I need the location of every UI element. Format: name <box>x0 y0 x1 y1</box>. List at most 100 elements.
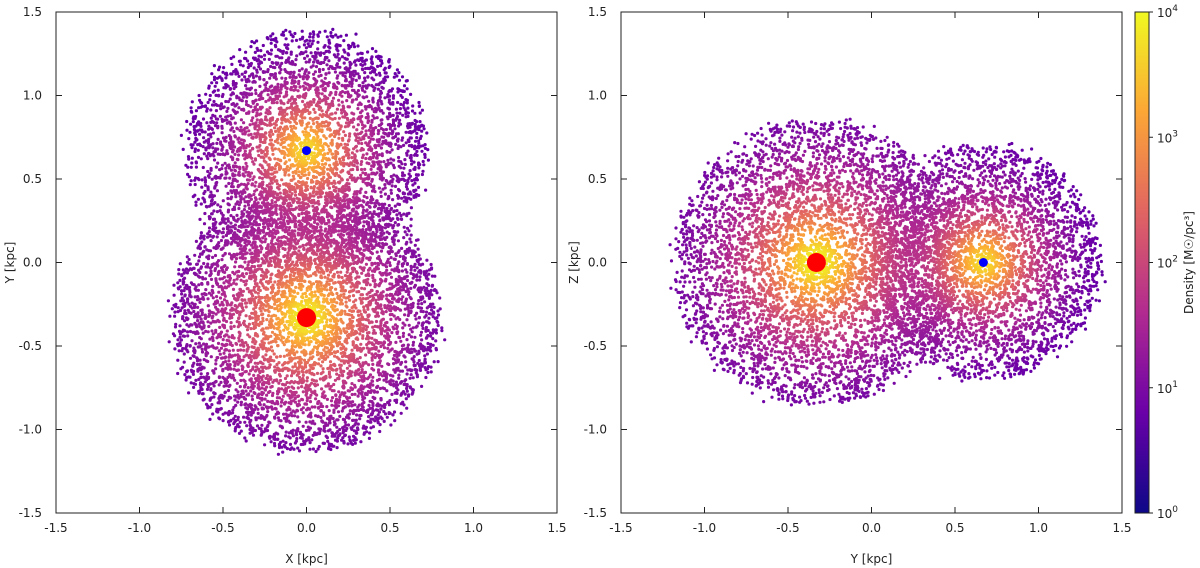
data-point <box>366 419 370 423</box>
data-point <box>235 253 239 257</box>
data-point <box>417 163 421 167</box>
data-point <box>336 65 340 69</box>
data-point <box>225 348 229 352</box>
data-point <box>194 200 198 204</box>
data-point <box>316 447 320 451</box>
data-point <box>212 395 216 399</box>
data-point <box>367 240 371 244</box>
data-point <box>206 304 210 308</box>
data-point <box>296 446 300 450</box>
data-point <box>259 205 263 209</box>
data-point <box>206 257 211 261</box>
data-point <box>327 50 331 54</box>
data-point <box>376 132 380 136</box>
data-point <box>379 407 383 411</box>
data-point <box>233 121 237 125</box>
data-point <box>388 373 393 377</box>
data-point <box>227 359 231 363</box>
data-point <box>404 115 408 119</box>
data-point <box>399 411 403 415</box>
data-point <box>398 107 402 111</box>
data-point <box>435 319 439 323</box>
data-point <box>199 372 203 376</box>
data-point <box>284 60 288 64</box>
data-point <box>246 182 250 186</box>
data-point <box>257 223 262 227</box>
data-point <box>203 189 207 194</box>
data-point <box>319 84 323 88</box>
data-point <box>236 393 240 397</box>
data-point <box>253 404 257 408</box>
data-point <box>281 450 285 454</box>
data-point <box>395 216 400 221</box>
data-point <box>177 272 181 276</box>
data-point <box>370 120 374 124</box>
data-point <box>389 157 393 161</box>
data-point <box>224 166 228 170</box>
data-point <box>353 441 357 445</box>
data-point <box>397 71 401 75</box>
data-point <box>278 71 282 75</box>
data-point <box>221 367 225 372</box>
data-point <box>402 100 406 105</box>
data-point <box>381 370 385 374</box>
data-point <box>190 110 194 114</box>
data-point <box>392 410 397 414</box>
data-point <box>364 425 368 429</box>
data-point <box>237 153 241 157</box>
data-point <box>317 427 321 431</box>
data-point <box>259 49 263 53</box>
data-point <box>371 375 375 379</box>
data-point <box>245 95 249 99</box>
data-point <box>359 51 363 55</box>
data-point <box>302 439 306 443</box>
data-point <box>243 420 247 424</box>
data-point <box>194 378 198 382</box>
data-point <box>358 251 362 255</box>
data-point <box>357 216 361 220</box>
data-point <box>397 78 402 82</box>
data-point <box>213 114 217 118</box>
data-point <box>366 50 370 54</box>
data-point <box>385 415 389 419</box>
data-point <box>406 313 410 318</box>
data-point <box>329 399 334 403</box>
data-point <box>402 354 406 358</box>
data-point <box>414 325 418 329</box>
data-point <box>230 72 234 76</box>
data-point <box>395 299 399 303</box>
data-point <box>219 103 223 107</box>
data-point <box>260 247 264 251</box>
data-point <box>208 98 212 102</box>
data-point <box>379 146 383 150</box>
data-point <box>243 256 247 260</box>
data-point <box>257 392 261 396</box>
data-point <box>235 213 239 217</box>
data-point <box>202 136 206 140</box>
data-point <box>197 390 201 394</box>
data-point <box>236 217 240 221</box>
data-point <box>268 76 272 80</box>
data-point <box>218 352 222 356</box>
data-point <box>187 137 191 141</box>
data-point <box>275 54 279 58</box>
data-point <box>212 120 216 125</box>
data-point <box>242 395 246 399</box>
data-point <box>228 363 232 367</box>
data-point <box>287 405 291 409</box>
data-point <box>246 416 250 421</box>
data-point <box>298 52 302 56</box>
data-point <box>379 261 383 265</box>
data-point <box>324 72 328 76</box>
data-point <box>205 121 209 125</box>
data-point <box>379 190 383 194</box>
data-point <box>226 106 230 110</box>
data-point <box>262 57 267 61</box>
data-point <box>233 414 237 418</box>
data-point <box>279 49 283 53</box>
data-point <box>230 229 234 233</box>
data-point <box>351 207 355 211</box>
data-point <box>374 415 378 419</box>
data-point <box>202 234 206 238</box>
data-point <box>380 364 384 368</box>
